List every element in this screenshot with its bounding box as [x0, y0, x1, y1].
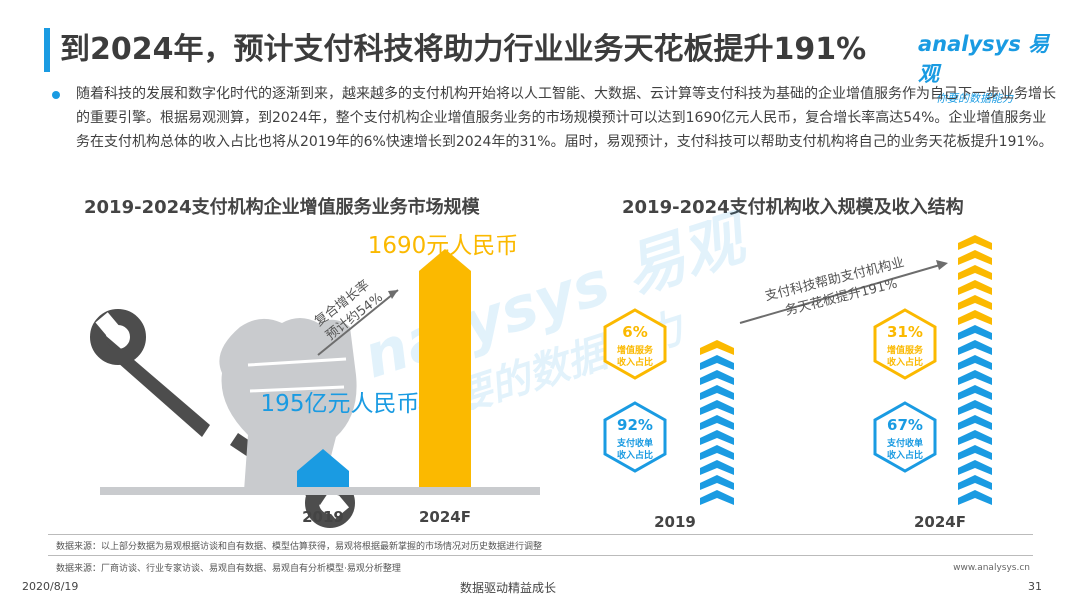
- acquiring-chevron-2019-6: [700, 400, 734, 415]
- analysys-logo: analysys 易观 你要的数据能力: [918, 28, 1058, 105]
- acquiring-chevron-2024F-2: [958, 460, 992, 475]
- website-link[interactable]: www.analysys.cn: [953, 563, 1030, 573]
- svg-text:31%: 31%: [887, 323, 923, 341]
- left-chart-title: 2019-2024支付机构企业增值服务业务市场规模: [84, 197, 480, 218]
- svg-text:支付收单: 支付收单: [886, 437, 923, 449]
- svg-text:收入占比: 收入占比: [887, 356, 923, 368]
- value-added-chevron-2019-10: [700, 340, 734, 355]
- x-tick-2024: 2024F: [419, 508, 471, 526]
- intro-paragraph: 随着科技的发展和数字化时代的逐渐到来，越来越多的支付机构开始将以人工智能、大数据…: [76, 86, 1056, 150]
- value-added-chevron-2024F-13: [958, 295, 992, 310]
- value-added-chevron-2024F-12: [958, 310, 992, 325]
- value-added-chevron-2024F-14: [958, 280, 992, 295]
- report-date: 2020/8/19: [22, 580, 79, 593]
- svg-text:支付收单: 支付收单: [616, 437, 653, 449]
- footer-divider-1: [48, 534, 1033, 535]
- hex-value-added-2024: 31% 增值服务 收入占比: [873, 308, 937, 380]
- value-added-chevron-2024F-16: [958, 250, 992, 265]
- svg-text:收入占比: 收入占比: [887, 449, 923, 461]
- acquiring-chevron-2019-0: [700, 490, 734, 505]
- acquiring-chevron-2019-9: [700, 355, 734, 370]
- value-added-chevron-2024F-15: [958, 265, 992, 280]
- acquiring-chevron-2024F-9: [958, 355, 992, 370]
- right-chart: 支付科技帮助支付机构业 务天花板提升191% 6% 增值服务 收入占比 92% …: [603, 235, 992, 531]
- footer-slogan: 数据驱动精益成长: [460, 581, 557, 595]
- svg-text:67%: 67%: [887, 416, 923, 434]
- x-tick-2024-right: 2024F: [914, 513, 966, 531]
- ceiling-arrow: [739, 264, 941, 324]
- acquiring-chevron-2024F-1: [958, 475, 992, 490]
- hex-value-added-2019: 6% 增值服务 收入占比: [603, 308, 667, 380]
- acquiring-chevron-2019-8: [700, 370, 734, 385]
- acquiring-chevron-2019-1: [700, 475, 734, 490]
- acquiring-chevron-2019-5: [700, 415, 734, 430]
- acquiring-chevron-2024F-3: [958, 445, 992, 460]
- acquiring-chevron-2024F-10: [958, 340, 992, 355]
- svg-text:增值服务: 增值服务: [617, 344, 654, 356]
- bullet-icon: [52, 91, 60, 99]
- svg-text:收入占比: 收入占比: [617, 356, 653, 368]
- acquiring-chevron-2024F-0: [958, 490, 992, 505]
- footer-divider-2: [48, 555, 1033, 556]
- x-tick-2019-right: 2019: [654, 513, 696, 531]
- hex-acquiring-2024: 67% 支付收单 收入占比: [873, 401, 937, 473]
- growth-arrowhead: [388, 290, 398, 299]
- data-source-note-2: 数据来源：厂商访谈、行业专家访谈、易观自有数据、易观自有分析模型·易观分析整理: [56, 564, 401, 574]
- title-accent-bar: [44, 28, 50, 72]
- acquiring-chevron-2024F-4: [958, 430, 992, 445]
- acquiring-chevron-2024F-8: [958, 370, 992, 385]
- acquiring-chevron-2019-2: [700, 460, 734, 475]
- acquiring-chevron-2024F-6: [958, 400, 992, 415]
- value-added-chevron-2024F-17: [958, 235, 992, 250]
- bar-value-label-2024: 1690元人民币: [368, 233, 519, 259]
- acquiring-chevron-2019-4: [700, 430, 734, 445]
- chart-base-bar: [100, 487, 540, 495]
- left-chart: 复合增长率 预计约54% 195亿元人民币 1690元人民币 2019 2024…: [90, 233, 540, 528]
- hex-acquiring-2019: 92% 支付收单 收入占比: [603, 401, 667, 473]
- x-tick-2019: 2019: [302, 508, 344, 526]
- bar-value-label-2019: 195亿元人民币: [261, 391, 420, 417]
- logo-brand: analysys 易观: [918, 32, 1050, 86]
- right-chart-title: 2019-2024支付机构收入规模及收入结构: [622, 197, 964, 218]
- bar-2019: [297, 449, 349, 487]
- page-number: 31: [1028, 580, 1042, 593]
- acquiring-chevron-2024F-7: [958, 385, 992, 400]
- svg-text:收入占比: 收入占比: [617, 449, 653, 461]
- data-source-note-1: 数据来源：以上部分数据为易观根据访谈和自有数据、模型估算获得，易观将根据最新掌握…: [56, 542, 543, 552]
- acquiring-chevron-2019-7: [700, 385, 734, 400]
- svg-text:6%: 6%: [622, 323, 647, 341]
- page-title: 到2024年，预计支付科技将助力行业业务天花板提升191%: [60, 32, 867, 67]
- acquiring-chevron-2024F-5: [958, 415, 992, 430]
- logo-tagline: 你要的数据能力: [936, 92, 1013, 105]
- acquiring-chevron-2024F-11: [958, 325, 992, 340]
- svg-text:92%: 92%: [617, 416, 653, 434]
- svg-text:增值服务: 增值服务: [887, 344, 924, 356]
- growth-arrow: [317, 289, 399, 356]
- wrench-fist-icon: [90, 309, 357, 528]
- ceiling-arrowhead: [936, 260, 948, 270]
- acquiring-chevron-2019-3: [700, 445, 734, 460]
- ceiling-annotation: 支付科技帮助支付机构业 务天花板提升191%: [763, 255, 905, 319]
- bar-2024F: [419, 249, 471, 487]
